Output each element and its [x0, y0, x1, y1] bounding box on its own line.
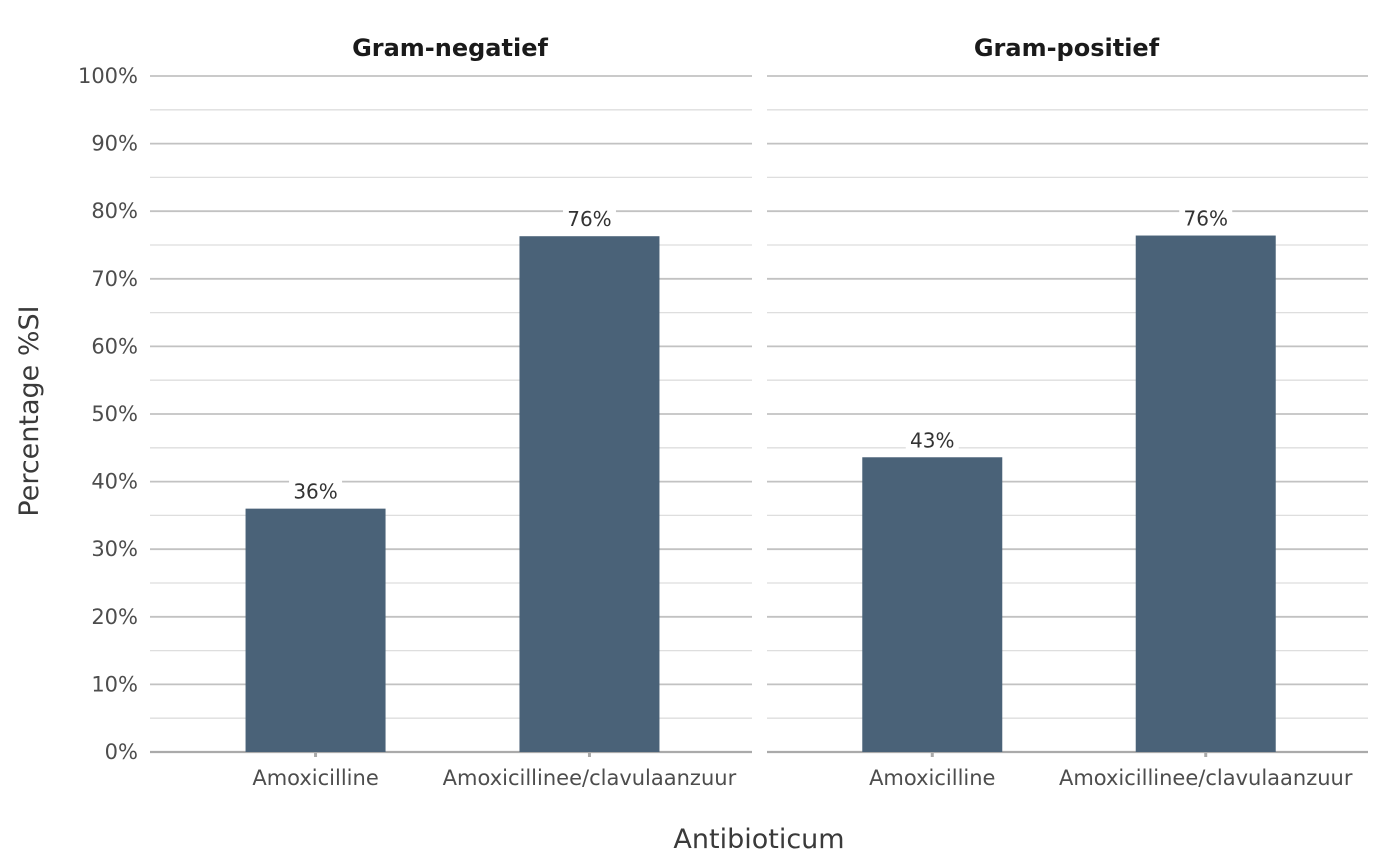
x-axis-title: Antibioticum	[673, 824, 844, 855]
facet-title: Gram-positief	[974, 34, 1160, 62]
x-tick-label: Amoxicilline	[252, 766, 378, 790]
data-label-bg	[562, 207, 616, 233]
bar	[519, 236, 660, 752]
bar	[1135, 235, 1276, 752]
y-tick-label: 0%	[105, 740, 138, 764]
y-tick-label: 60%	[91, 334, 138, 358]
bar-layer	[245, 235, 1276, 752]
bar	[862, 457, 1003, 752]
data-label: 43%	[910, 428, 954, 452]
bar	[245, 508, 386, 752]
data-label: 36%	[293, 480, 337, 504]
data-label-bg	[905, 428, 959, 454]
x-tick-label: Amoxicilline	[869, 766, 995, 790]
label-layer: 0% 10% 20% 30% 40% 50% 60% 70% 80% 90% 100% Gram-ne…	[78, 34, 1353, 790]
facet-title: Gram-negatief	[352, 34, 548, 62]
data-label-bg	[1179, 206, 1233, 232]
x-tick-label: Amoxicillinee/clavulaanzuur	[1059, 766, 1353, 790]
y-tick-label: 30%	[91, 537, 138, 561]
data-label-bg	[289, 479, 343, 505]
data-label: 76%	[1184, 207, 1228, 231]
y-tick-label: 20%	[91, 605, 138, 629]
y-tick-label: 80%	[91, 199, 138, 223]
y-tick-label: 50%	[91, 402, 138, 426]
y-axis-title: Percentage %SI	[14, 305, 45, 516]
x-tick-label: Amoxicillinee/clavulaanzuur	[443, 766, 737, 790]
data-label: 76%	[567, 207, 611, 231]
y-tick-label: 90%	[91, 132, 138, 156]
y-tick-label: 100%	[78, 64, 138, 88]
y-tick-label: 10%	[91, 672, 138, 696]
y-tick-label: 70%	[91, 267, 138, 291]
y-tick-label: 40%	[91, 470, 138, 494]
